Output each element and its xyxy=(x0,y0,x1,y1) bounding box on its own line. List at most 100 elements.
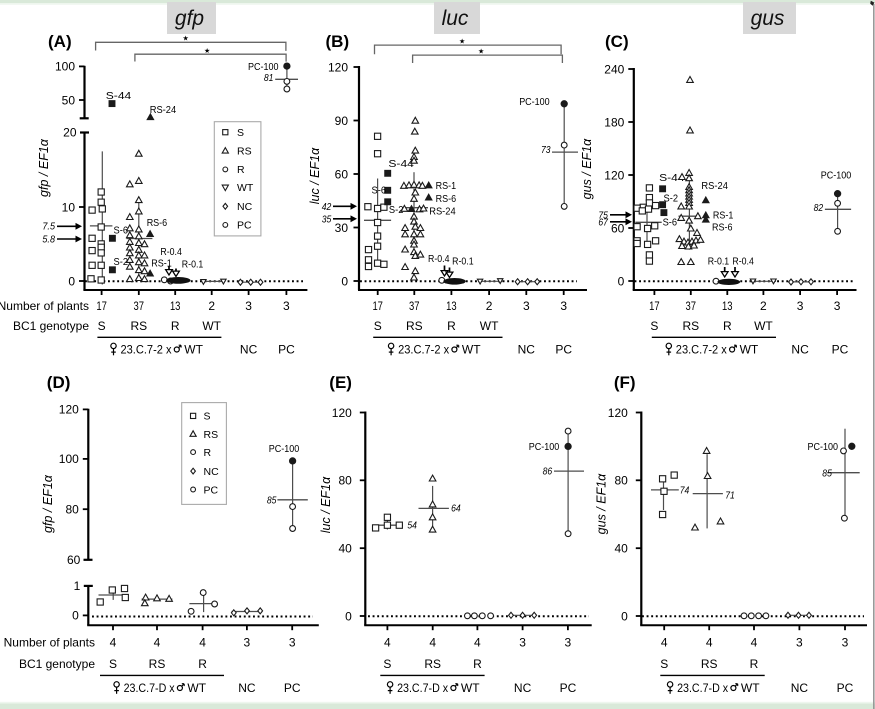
svg-text:3: 3 xyxy=(797,299,804,313)
svg-text:3: 3 xyxy=(523,299,530,313)
svg-text:0: 0 xyxy=(618,274,625,288)
svg-text:PC-100: PC-100 xyxy=(519,97,550,108)
svg-text:RS: RS xyxy=(237,146,252,158)
svg-text:PC-100: PC-100 xyxy=(808,442,839,453)
svg-text:gus / EF1α: gus / EF1α xyxy=(580,138,594,199)
svg-text:S: S xyxy=(98,319,106,333)
svg-text:4: 4 xyxy=(154,636,161,650)
svg-text:40: 40 xyxy=(614,542,628,556)
svg-text:R-0.1: R-0.1 xyxy=(182,260,204,271)
svg-text:PC: PC xyxy=(204,484,219,496)
svg-text:3: 3 xyxy=(244,636,251,650)
svg-text:S: S xyxy=(237,127,244,139)
svg-text:WT: WT xyxy=(462,343,481,357)
svg-text:4: 4 xyxy=(429,636,436,650)
svg-text:17: 17 xyxy=(372,299,383,313)
svg-text:(D): (D) xyxy=(47,373,71,392)
svg-text:120: 120 xyxy=(328,60,348,74)
svg-text:180: 180 xyxy=(604,115,624,129)
svg-text:WT: WT xyxy=(187,681,206,695)
svg-text:RS: RS xyxy=(424,657,441,671)
svg-text:RS-24: RS-24 xyxy=(429,207,456,218)
svg-text:RS: RS xyxy=(406,319,423,333)
svg-text:S: S xyxy=(374,319,382,333)
svg-text:37: 37 xyxy=(686,299,697,313)
svg-text:20: 20 xyxy=(63,126,77,140)
svg-text:4: 4 xyxy=(384,636,391,650)
svg-text:30: 30 xyxy=(335,221,349,235)
svg-text:NC: NC xyxy=(514,681,532,695)
svg-text:R-0.4: R-0.4 xyxy=(160,247,182,258)
svg-text:86: 86 xyxy=(543,467,553,478)
svg-text:17: 17 xyxy=(649,299,660,313)
svg-text:Number of plants: Number of plants xyxy=(4,636,95,650)
svg-text:R: R xyxy=(198,657,207,671)
svg-text:luc / EF1α: luc / EF1α xyxy=(319,476,333,533)
svg-text:120: 120 xyxy=(59,403,79,417)
svg-text:WT: WT xyxy=(202,319,221,333)
svg-text:3: 3 xyxy=(560,299,567,313)
svg-text:R-0.1: R-0.1 xyxy=(708,256,730,267)
svg-text:gfp / EF1α: gfp / EF1α xyxy=(41,474,55,533)
svg-text:PC: PC xyxy=(555,343,572,357)
svg-text:120: 120 xyxy=(604,168,624,182)
svg-text:PC-100: PC-100 xyxy=(529,442,560,453)
svg-text:85: 85 xyxy=(267,496,277,507)
svg-text:R: R xyxy=(473,657,482,671)
svg-text:★: ★ xyxy=(478,48,484,56)
svg-text:81: 81 xyxy=(264,73,274,84)
svg-text:100: 100 xyxy=(59,452,79,466)
svg-text:(C): (C) xyxy=(605,32,629,51)
svg-text:S: S xyxy=(650,319,658,333)
svg-text:R: R xyxy=(750,657,759,671)
svg-text:3: 3 xyxy=(565,636,572,650)
svg-text:S-2: S-2 xyxy=(389,205,404,216)
svg-text:0: 0 xyxy=(345,609,352,623)
svg-text:S: S xyxy=(660,657,668,671)
svg-text:54: 54 xyxy=(407,521,417,532)
svg-text:gfp / EF1α: gfp / EF1α xyxy=(37,138,51,197)
svg-text:RS: RS xyxy=(204,429,219,441)
svg-text:★: ★ xyxy=(204,47,210,55)
svg-text:80: 80 xyxy=(338,474,352,488)
svg-text:80: 80 xyxy=(614,474,628,488)
svg-text:35: 35 xyxy=(322,214,332,225)
svg-text:RS: RS xyxy=(682,319,699,333)
svg-text:RS-6: RS-6 xyxy=(436,194,457,205)
svg-text:R-0.4: R-0.4 xyxy=(428,254,450,265)
svg-text:PC: PC xyxy=(837,681,854,695)
svg-text:13: 13 xyxy=(170,299,181,313)
svg-text:S-44: S-44 xyxy=(388,159,414,170)
svg-text:PC-100: PC-100 xyxy=(269,444,300,455)
svg-text:37: 37 xyxy=(409,299,420,313)
svg-text:R-0.4: R-0.4 xyxy=(732,256,754,267)
svg-text:4: 4 xyxy=(110,636,117,650)
svg-text:3: 3 xyxy=(842,636,849,650)
svg-text:23.C.7-2 x: 23.C.7-2 x xyxy=(676,343,727,357)
svg-text:R: R xyxy=(237,164,245,176)
svg-text:NC: NC xyxy=(791,343,809,357)
svg-text:WT: WT xyxy=(754,319,773,333)
svg-text:S-44: S-44 xyxy=(106,91,132,102)
svg-text:74: 74 xyxy=(680,486,690,497)
svg-text:2: 2 xyxy=(486,299,493,313)
svg-text:42: 42 xyxy=(322,202,332,213)
svg-text:67: 67 xyxy=(598,217,609,228)
svg-text:3: 3 xyxy=(245,299,252,313)
svg-text:RS-24: RS-24 xyxy=(150,105,177,116)
svg-text:WT: WT xyxy=(480,319,499,333)
svg-text:S-6: S-6 xyxy=(663,217,678,228)
svg-text:80: 80 xyxy=(65,503,79,517)
svg-text:(E): (E) xyxy=(329,373,352,392)
svg-text:S-6: S-6 xyxy=(114,226,129,237)
svg-text:R: R xyxy=(447,319,456,333)
svg-text:120: 120 xyxy=(608,406,628,420)
svg-text:WT: WT xyxy=(184,343,203,357)
svg-text:60: 60 xyxy=(67,553,81,567)
svg-text:S-44: S-44 xyxy=(659,173,685,184)
svg-text:23.C.7-2 x: 23.C.7-2 x xyxy=(398,343,449,357)
svg-text:RS-1: RS-1 xyxy=(713,211,734,222)
svg-text:NC: NC xyxy=(791,681,809,695)
svg-text:★: ★ xyxy=(459,37,465,45)
svg-text:4: 4 xyxy=(661,636,668,650)
